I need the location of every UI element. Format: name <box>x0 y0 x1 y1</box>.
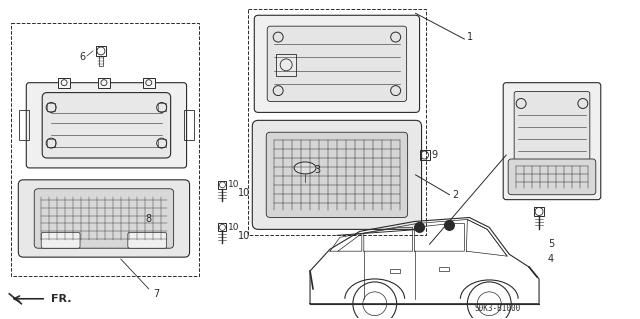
Bar <box>98 78 110 88</box>
FancyBboxPatch shape <box>26 83 187 168</box>
Circle shape <box>415 222 424 232</box>
Bar <box>47 139 55 147</box>
FancyBboxPatch shape <box>252 120 422 229</box>
Bar <box>248 9 426 235</box>
Text: 7: 7 <box>153 289 159 299</box>
Text: 9: 9 <box>431 150 438 160</box>
Bar <box>534 207 544 217</box>
Bar <box>99 56 103 66</box>
Text: S0K3-B1000: S0K3-B1000 <box>474 304 520 313</box>
Ellipse shape <box>294 162 316 174</box>
Bar <box>96 46 106 56</box>
Bar <box>420 150 429 160</box>
Text: 8: 8 <box>146 214 152 225</box>
Circle shape <box>444 220 454 230</box>
FancyBboxPatch shape <box>128 232 166 248</box>
FancyBboxPatch shape <box>42 93 171 158</box>
FancyBboxPatch shape <box>254 15 420 112</box>
Text: 4: 4 <box>548 254 554 264</box>
Bar <box>58 78 70 88</box>
Bar <box>47 103 55 111</box>
Bar <box>157 139 166 147</box>
Bar <box>276 54 296 76</box>
FancyBboxPatch shape <box>268 26 406 101</box>
FancyBboxPatch shape <box>19 180 189 257</box>
FancyBboxPatch shape <box>35 189 173 248</box>
FancyBboxPatch shape <box>41 232 80 248</box>
Text: 10: 10 <box>228 223 240 232</box>
Bar <box>218 223 227 231</box>
Text: 6: 6 <box>79 52 85 62</box>
Text: 10: 10 <box>228 180 240 189</box>
Bar <box>143 78 155 88</box>
Bar <box>440 267 449 271</box>
FancyBboxPatch shape <box>508 159 596 195</box>
Text: 3: 3 <box>314 165 320 175</box>
Text: 5: 5 <box>548 239 554 249</box>
Text: 10: 10 <box>238 188 251 198</box>
Bar <box>390 269 399 273</box>
Text: 2: 2 <box>452 190 459 200</box>
Text: FR.: FR. <box>51 294 72 304</box>
Bar <box>184 110 193 140</box>
Text: 1: 1 <box>467 32 474 42</box>
FancyBboxPatch shape <box>503 83 601 200</box>
FancyBboxPatch shape <box>266 132 408 218</box>
FancyBboxPatch shape <box>514 92 590 167</box>
Bar <box>12 23 198 276</box>
Bar <box>157 103 166 111</box>
Text: 10: 10 <box>238 231 251 241</box>
Bar <box>218 181 227 189</box>
Bar <box>19 110 29 140</box>
